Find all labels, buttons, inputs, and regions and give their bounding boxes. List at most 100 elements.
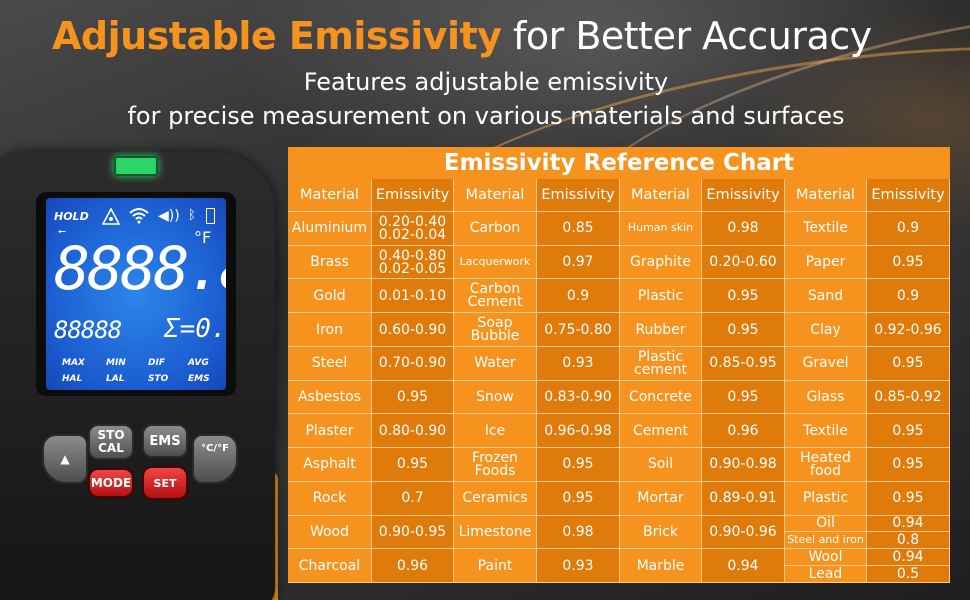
header-emissivity: Emissivity — [372, 179, 454, 212]
main-reading: 8888.8 — [54, 234, 226, 304]
emissivity-cell: 0.85 — [537, 212, 620, 246]
material-cell: Rock — [288, 481, 372, 516]
headline-accent: Adjustable Emissivity — [52, 14, 502, 58]
material-cell: Asphalt — [288, 448, 372, 482]
material-cell: Rubber — [620, 313, 702, 347]
header-emissivity: Emissivity — [702, 179, 785, 212]
emissivity-cell: 0.95 — [537, 448, 620, 482]
material-cell: Steel — [288, 346, 372, 381]
sto-cal-button[interactable]: STO CAL — [88, 424, 134, 460]
material-cell: Paper — [785, 245, 867, 280]
mode-hal: HAL — [62, 374, 83, 384]
lcd-display: HOLD ⭠ ◀)) ᛒ °F 8888.8 88888 Σ=0.95 MAX … — [46, 198, 226, 390]
emissivity-cell: 0.98 — [537, 515, 620, 550]
material-cell: Plastic — [620, 279, 702, 314]
sound-icon: ◀)) — [158, 208, 180, 224]
material-cell: Lead — [785, 566, 867, 582]
emissivity-cell: 0.80-0.90 — [372, 414, 454, 449]
emissivity-cell: 0.95 — [867, 448, 950, 482]
material-cell: Concrete — [620, 380, 702, 415]
material-cell: Wood — [288, 515, 372, 550]
emissivity-cell: 0.95 — [867, 245, 950, 280]
unit-indicator: °F — [194, 228, 212, 247]
mode-lal: LAL — [106, 374, 125, 384]
material-cell: Mortar — [620, 481, 702, 516]
emissivity-cell: 0.96 — [372, 549, 454, 583]
material-cell: Carbon — [454, 212, 537, 246]
emissivity-cell: 0.95 — [537, 481, 620, 516]
emissivity-cell: 0.93 — [537, 549, 620, 583]
bluetooth-icon: ᛒ — [188, 208, 196, 223]
material-cell: Ceramics — [454, 481, 537, 516]
subtitle-line-1: Features adjustable emissivity — [303, 68, 669, 96]
material-cell: Aluminium — [288, 212, 372, 246]
set-button[interactable]: SET — [142, 466, 188, 500]
up-arrow-icon: ▲ — [60, 451, 70, 466]
emissivity-cell: 0.75-0.80 — [537, 313, 620, 347]
emissivity-cell: 0.93 — [537, 346, 620, 381]
mode-max: MAX — [62, 358, 85, 368]
sub-reading: 88888 — [54, 316, 122, 344]
emissivity-cell: 0.85-0.92 — [867, 380, 950, 415]
material-cell: Human skin — [620, 212, 702, 246]
header-material: Material — [785, 179, 867, 212]
emissivity-cell: 0.95 — [372, 380, 454, 415]
chart-title: Emissivity Reference Chart — [443, 150, 795, 176]
emissivity-cell: 0.96-0.98 — [537, 414, 620, 449]
laser-indicator-light — [114, 156, 158, 176]
ems-button[interactable]: EMS — [142, 424, 188, 458]
material-cell: Charcoal — [288, 549, 372, 583]
material-cell: Frozen Foods — [454, 448, 537, 482]
material-block: Oil Steel and iron Wool Lead — [785, 515, 867, 583]
emissivity-cell: 0.20-0.60 — [702, 245, 785, 280]
emissivity-cell: 0.95 — [867, 481, 950, 516]
material-cell: Sand — [785, 279, 867, 314]
emissivity-reading: Σ=0.95 — [164, 314, 226, 344]
emissivity-cell: 0.97 — [537, 245, 620, 280]
material-cell: Heated food — [785, 448, 867, 482]
material-cell: Textile — [785, 212, 867, 246]
material-cell: Ice — [454, 414, 537, 449]
material-cell: Brick — [620, 515, 702, 550]
header-emissivity: Emissivity — [537, 179, 620, 212]
material-cell: Steel and iron — [785, 532, 867, 550]
headline: Adjustable Emissivity for Better Accurac… — [52, 14, 872, 58]
header-material: Material — [288, 179, 372, 212]
material-cell: Graphite — [620, 245, 702, 280]
emissivity-cell: 0.7 — [372, 481, 454, 516]
hold-indicator: HOLD — [54, 210, 89, 223]
up-button[interactable]: ▲ — [42, 434, 88, 484]
mode-button[interactable]: MODE — [88, 468, 134, 498]
material-cell: Marble — [620, 549, 702, 583]
emissivity-cell: 0.83-0.90 — [537, 380, 620, 415]
material-cell: Clay — [785, 313, 867, 347]
emissivity-cell: 0.40-0.80 0.02-0.05 — [372, 245, 454, 280]
emissivity-cell: 0.89-0.91 — [702, 481, 785, 516]
material-cell: Iron — [288, 313, 372, 347]
mode-sto: STO — [148, 374, 169, 384]
material-cell: Cement — [620, 414, 702, 449]
material-cell: Water — [454, 346, 537, 381]
emissivity-cell: 0.70-0.90 — [372, 346, 454, 381]
material-cell: Plastic cement — [620, 346, 702, 381]
emissivity-cell: 0.90-0.95 — [372, 515, 454, 550]
emissivity-cell: 0.9 — [537, 279, 620, 314]
emissivity-cell: 0.94 — [867, 549, 950, 567]
emissivity-cell: 0.60-0.90 — [372, 313, 454, 347]
emissivity-cell: 0.85-0.95 — [702, 346, 785, 381]
emissivity-cell: 0.95 — [372, 448, 454, 482]
emissivity-cell: 0.90-0.96 — [702, 515, 785, 550]
material-cell: Textile — [785, 414, 867, 449]
emissivity-cell: 0.9 — [867, 279, 950, 314]
material-cell: Plaster — [288, 414, 372, 449]
unit-toggle-button[interactable]: °C/°F — [192, 434, 238, 484]
emissivity-cell: 0.95 — [702, 313, 785, 347]
material-cell: Soap Bubble — [454, 313, 537, 347]
emissivity-cell: 0.98 — [702, 212, 785, 246]
material-cell: Soil — [620, 448, 702, 482]
headline-rest: for Better Accuracy — [501, 14, 872, 58]
material-cell: Carbon Cement — [454, 279, 537, 314]
emissivity-cell: 0.9 — [867, 212, 950, 246]
emissivity-cell: 0.95 — [702, 380, 785, 415]
emissivity-cell: 0.90-0.98 — [702, 448, 785, 482]
